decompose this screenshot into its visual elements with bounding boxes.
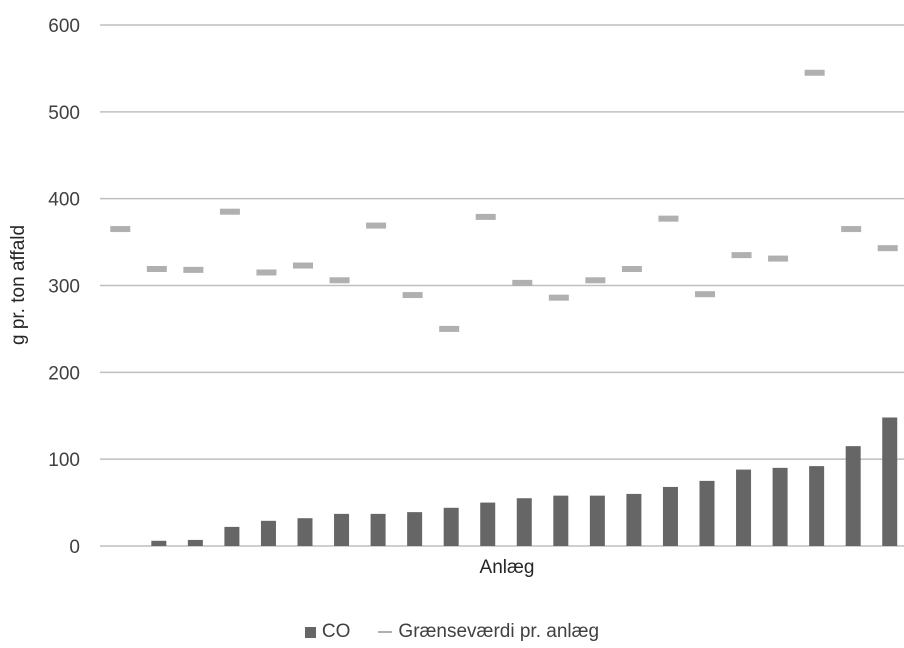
co-bar <box>516 498 532 546</box>
gridlines <box>100 24 904 547</box>
y-tick-label: 200 <box>48 363 80 384</box>
limit-marker <box>658 215 679 222</box>
y-tick-label: 400 <box>48 190 80 211</box>
legend: CO Grænseværdi pr. anlæg <box>0 621 904 643</box>
limit-marker <box>110 226 131 233</box>
limit-marker <box>585 277 606 284</box>
legend-item-limit: Grænseværdi pr. anlæg <box>378 621 599 643</box>
limit-marker <box>841 226 862 233</box>
limit-marker <box>219 208 240 215</box>
y-axis-title: g pr. ton affald <box>8 225 29 345</box>
co-bar <box>845 446 861 546</box>
legend-item-co: CO <box>304 621 351 643</box>
co-bars <box>151 417 898 546</box>
co-bar <box>407 512 423 546</box>
limit-marker <box>146 266 167 273</box>
limit-markers <box>110 69 898 332</box>
co-bar <box>443 507 459 546</box>
co-bar <box>736 469 752 546</box>
chart-canvas: 0 100 200 300 400 500 600 g pr. ton affald Anl… <box>8 16 904 578</box>
limit-marker <box>293 262 313 269</box>
co-bar <box>882 417 898 546</box>
co-bar <box>480 502 496 546</box>
co-bar <box>589 495 605 546</box>
co-bar <box>809 466 825 546</box>
limit-marker <box>439 325 460 332</box>
limit-marker <box>366 222 387 229</box>
limit-marker <box>329 277 350 284</box>
limit-marker <box>402 292 423 299</box>
legend-label-co: CO <box>321 621 351 642</box>
co-bar <box>553 495 569 546</box>
x-axis-title: Anlæg <box>480 557 535 578</box>
y-axis-tick-labels: 0 100 200 300 400 500 600 <box>48 16 80 558</box>
limit-marker <box>256 269 277 276</box>
co-bar <box>370 513 386 546</box>
limit-marker <box>475 213 496 220</box>
limit-marker <box>512 279 533 286</box>
y-tick-label: 500 <box>48 103 80 124</box>
legend-label-limit: Grænseværdi pr. anlæg <box>398 621 600 642</box>
limit-marker <box>548 294 569 301</box>
co-bar <box>626 493 642 546</box>
y-tick-label: 100 <box>48 450 80 471</box>
co-bar <box>187 539 203 546</box>
co-bar <box>224 526 240 546</box>
limit-marker <box>731 252 752 259</box>
limit-marker <box>695 291 715 298</box>
limit-marker <box>877 245 898 252</box>
co-bar <box>662 486 678 546</box>
limit-marker <box>621 266 642 273</box>
co-bar <box>699 480 715 546</box>
limit-marker <box>804 69 825 76</box>
limit-marker <box>183 266 204 273</box>
y-tick-label: 0 <box>69 537 80 558</box>
co-bar <box>260 520 276 546</box>
legend-swatch-co <box>304 626 316 638</box>
y-tick-label: 300 <box>48 277 80 298</box>
y-tick-label: 600 <box>48 16 80 37</box>
legend-swatch-limit <box>378 631 393 633</box>
co-bar <box>772 467 788 546</box>
co-bar <box>151 540 167 546</box>
limit-marker <box>768 255 789 262</box>
co-bar <box>297 518 313 546</box>
co-bar <box>334 513 350 546</box>
